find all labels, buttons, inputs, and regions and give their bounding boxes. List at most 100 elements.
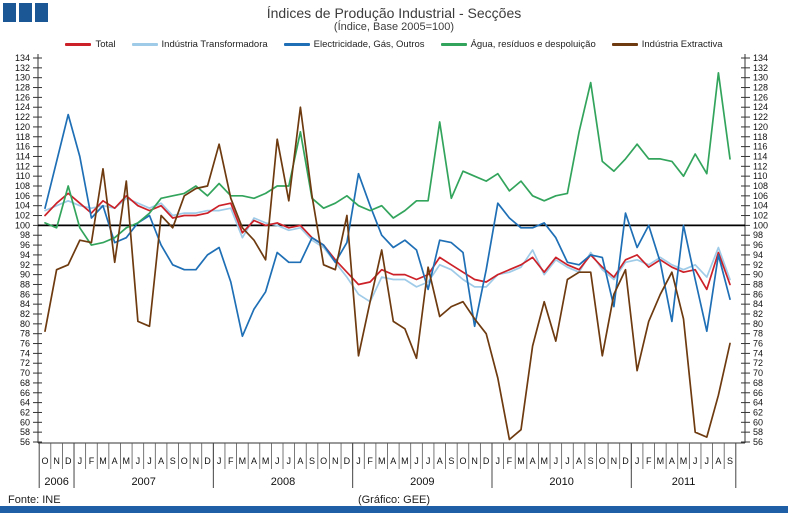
y-tick-label-right: 74: [753, 348, 763, 358]
y-tick-label-right: 80: [753, 319, 763, 329]
y-tick-label-left: 126: [15, 92, 30, 102]
month-label: J: [136, 456, 141, 466]
y-tick-label-right: 100: [753, 220, 768, 230]
y-tick-label-left: 80: [20, 319, 30, 329]
year-label: 2011: [672, 476, 696, 488]
month-label: A: [437, 456, 443, 466]
y-tick-label-left: 68: [20, 378, 30, 388]
y-tick-label-right: 88: [753, 279, 763, 289]
y-tick-label-right: 124: [753, 102, 768, 112]
y-tick-label-right: 108: [753, 181, 768, 191]
month-label: M: [680, 456, 688, 466]
month-label: A: [576, 456, 582, 466]
month-label: O: [181, 456, 188, 466]
year-label: 2008: [271, 476, 295, 488]
y-tick-label-left: 66: [20, 388, 30, 398]
y-tick-label-left: 60: [20, 417, 30, 427]
y-tick-label-right: 68: [753, 378, 763, 388]
legend-item-total: Total: [65, 39, 116, 50]
y-tick-label-right: 70: [753, 368, 763, 378]
y-tick-label-right: 122: [753, 112, 768, 122]
y-tick-label-left: 122: [15, 112, 30, 122]
y-tick-label-left: 98: [20, 230, 30, 240]
month-label: S: [727, 456, 733, 466]
y-tick-label-left: 104: [15, 201, 30, 211]
y-tick-label-right: 116: [753, 142, 767, 152]
y-tick-label-right: 130: [753, 73, 768, 83]
y-tick-label-left: 110: [16, 171, 30, 181]
month-label: D: [483, 456, 490, 466]
year-label: 2009: [410, 476, 434, 488]
month-label: J: [554, 456, 559, 466]
y-tick-label-left: 94: [20, 250, 30, 260]
month-label: A: [390, 456, 396, 466]
month-label: M: [99, 456, 107, 466]
y-tick-label-right: 64: [753, 398, 763, 408]
y-tick-label-right: 114: [753, 151, 767, 161]
y-tick-label-left: 116: [16, 142, 30, 152]
month-label: S: [309, 456, 315, 466]
month-label: J: [217, 456, 222, 466]
legend-swatch-electricidade-gas-outros: [283, 43, 310, 46]
legend-swatch-agua-residuos-despoluicao: [440, 43, 467, 46]
month-label: F: [367, 456, 373, 466]
month-label: F: [646, 456, 652, 466]
series-line-agua-residuos-despoluicao: [44, 71, 731, 246]
y-tick-label-left: 84: [20, 299, 30, 309]
year-label: 2006: [44, 476, 68, 488]
y-tick-label-right: 86: [753, 289, 763, 299]
month-label: A: [715, 456, 721, 466]
month-label: O: [459, 456, 466, 466]
month-label: F: [228, 456, 234, 466]
month-label: D: [622, 456, 629, 466]
month-label: J: [705, 456, 710, 466]
y-tick-label-right: 84: [753, 299, 763, 309]
footer-credit: (Gráfico: GEE): [357, 494, 431, 506]
y-tick-label-left: 102: [15, 211, 30, 221]
month-label: N: [53, 456, 60, 466]
y-tick-label-right: 82: [753, 309, 763, 319]
series-line-industria-extractiva: [44, 106, 731, 441]
y-tick-label-right: 66: [753, 388, 763, 398]
month-label: J: [565, 456, 570, 466]
month-label: A: [251, 456, 257, 466]
month-label: O: [41, 456, 48, 466]
month-label: N: [611, 456, 618, 466]
month-label: N: [193, 456, 200, 466]
y-tick-label-left: 96: [20, 240, 30, 250]
legend-swatch-industria-transformadora: [131, 43, 158, 46]
y-tick-label-left: 124: [15, 102, 30, 112]
y-tick-label-right: 90: [753, 270, 763, 280]
y-tick-label-left: 56: [20, 437, 30, 447]
y-tick-label-right: 92: [753, 260, 763, 270]
month-label: J: [275, 456, 280, 466]
legend-label-electricidade-gas-outros: Electricidade, Gás, Outros: [313, 39, 425, 50]
y-tick-label-left: 86: [20, 289, 30, 299]
month-label: M: [378, 456, 386, 466]
month-label: M: [239, 456, 247, 466]
year-label: 2010: [549, 476, 573, 488]
y-tick-label-left: 134: [15, 53, 30, 63]
legend-swatch-total: [65, 43, 92, 46]
legend-item-industria-transformadora: Indústria Transformadora: [131, 39, 268, 50]
page-title: Índices de Produção Industrial - Secções: [266, 5, 522, 21]
y-tick-label-right: 102: [753, 211, 768, 221]
y-tick-label-left: 58: [20, 427, 30, 437]
y-tick-label-left: 120: [15, 122, 30, 132]
month-label: A: [669, 456, 675, 466]
y-tick-label-right: 126: [753, 92, 768, 102]
y-tick-label-left: 78: [20, 329, 30, 339]
month-label: M: [517, 456, 525, 466]
month-label: M: [123, 456, 131, 466]
y-tick-label-left: 128: [15, 83, 30, 93]
y-tick-label-right: 58: [753, 427, 763, 437]
y-tick-label-right: 106: [753, 191, 768, 201]
series-line-total: [44, 192, 731, 291]
month-label: F: [507, 456, 513, 466]
year-label: 2007: [131, 476, 155, 488]
legend-item-agua-residuos-despoluicao: Água, resíduos e despoluição: [440, 39, 596, 50]
month-label: J: [287, 456, 292, 466]
logo-square-icon: [35, 3, 48, 22]
y-tick-label-left: 90: [20, 270, 30, 280]
bottom-bar: [0, 506, 788, 513]
